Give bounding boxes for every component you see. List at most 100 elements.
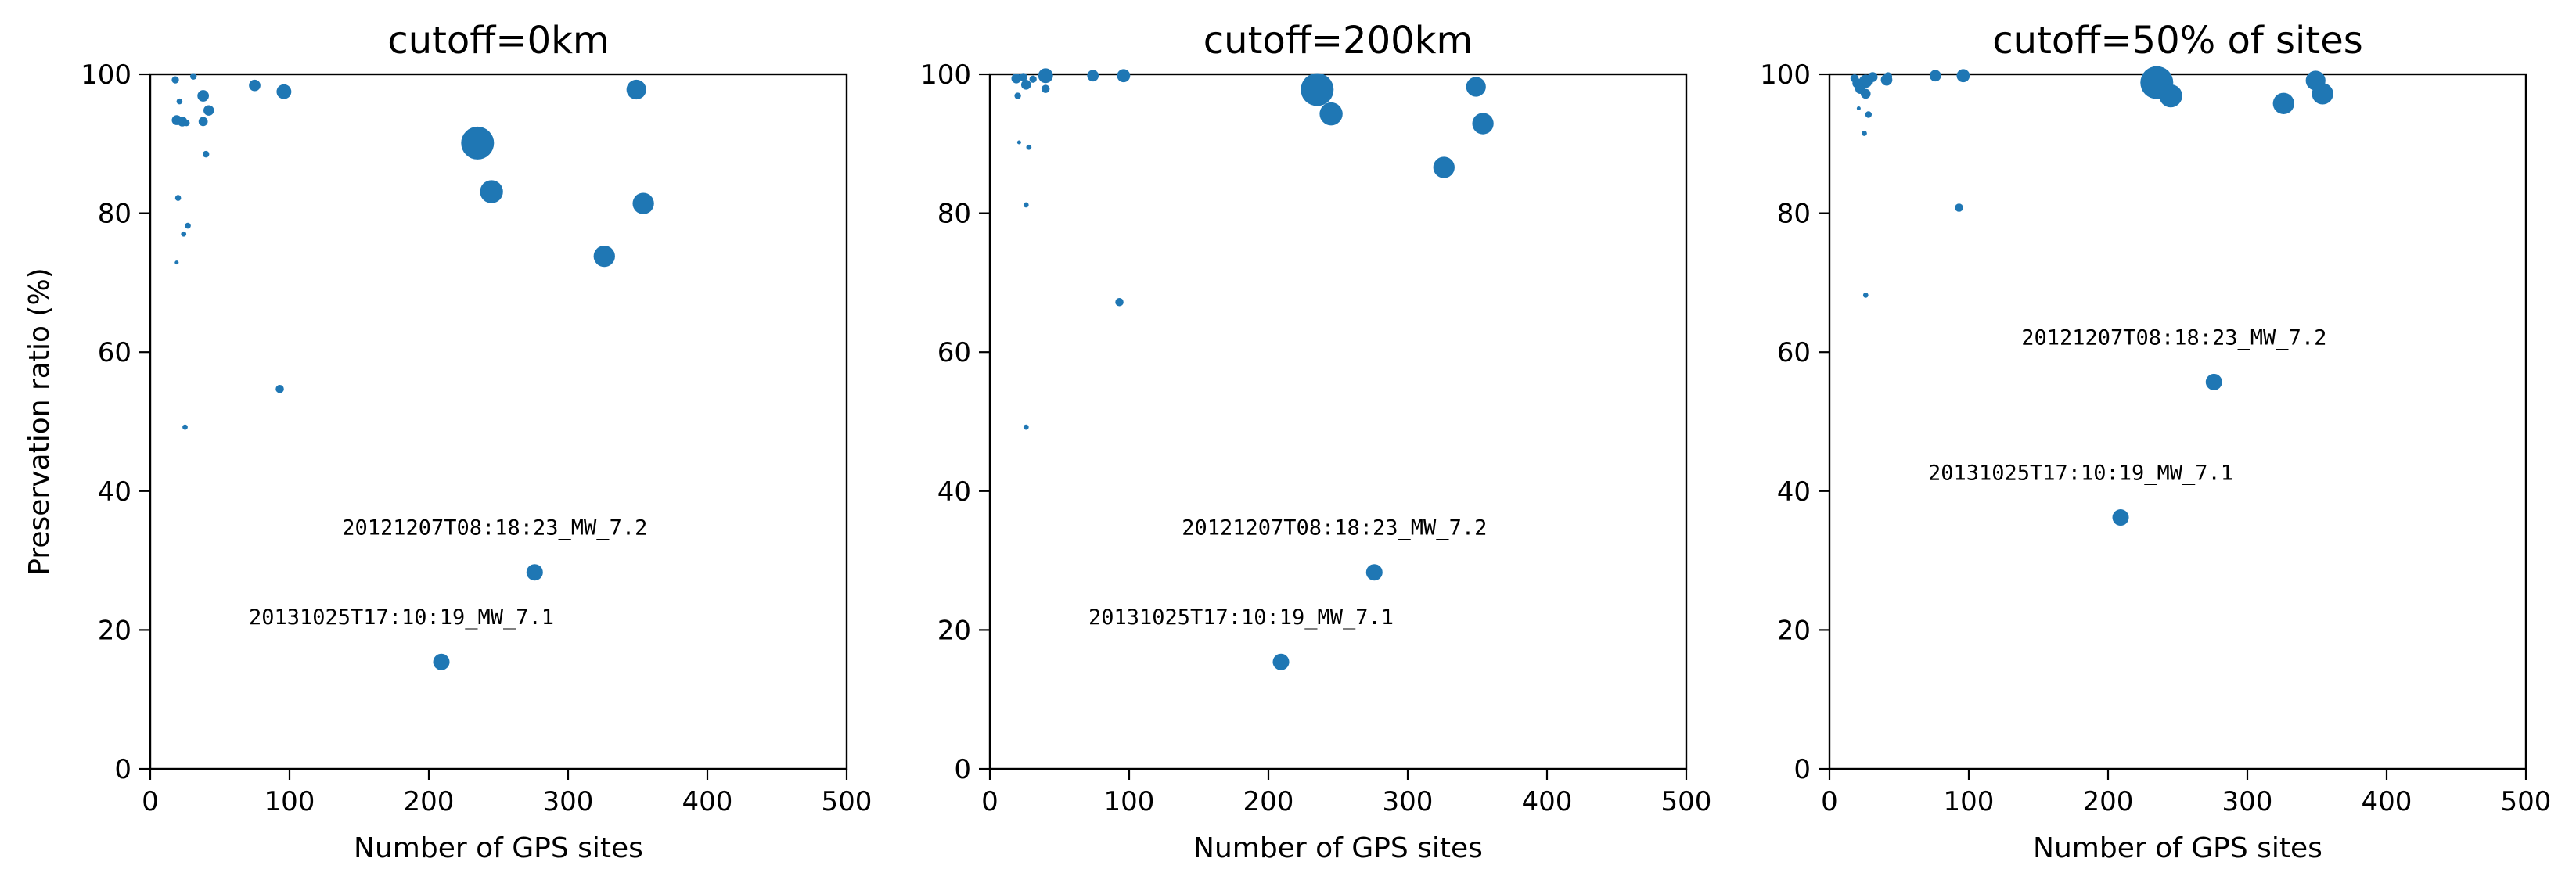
scatter-point <box>1029 75 1037 83</box>
scatter-point <box>1856 106 1861 111</box>
scatter-point <box>1038 68 1053 84</box>
scatter-point <box>1023 202 1029 208</box>
scatter-point <box>203 150 210 158</box>
scatter-point <box>461 126 495 160</box>
x-tick-label: 100 <box>264 786 315 817</box>
scatter-point <box>183 119 190 127</box>
scatter-point <box>1433 156 1455 178</box>
scatter-point <box>593 246 615 268</box>
scatter-point <box>1026 144 1032 150</box>
scatter-point <box>1466 77 1486 97</box>
x-tick-label: 0 <box>142 786 159 817</box>
scatter-point <box>1365 564 1383 581</box>
scatter-point <box>1862 131 1867 136</box>
scatter-point <box>632 192 654 214</box>
event-annotation: 20131025T17:10:19_MW_7.1 <box>1928 461 2233 486</box>
y-tick-label: 100 <box>920 59 971 91</box>
x-tick-label: 300 <box>2222 786 2273 817</box>
scatter-point <box>1862 293 1869 298</box>
panel-title: cutoff=50% of sites <box>1992 19 2362 63</box>
y-tick-label: 80 <box>98 199 131 230</box>
panel-title: cutoff=0km <box>387 19 609 63</box>
y-tick-label: 80 <box>1777 199 1811 230</box>
x-axis-label: Number of GPS sites <box>2033 832 2322 864</box>
x-tick-label: 300 <box>543 786 594 817</box>
scatter-point <box>197 90 209 102</box>
scatter-point <box>275 385 284 393</box>
scatter-point <box>2159 84 2182 108</box>
x-tick-label: 0 <box>1821 786 1838 817</box>
panel-title: cutoff=200km <box>1203 19 1473 63</box>
y-tick-label: 100 <box>1760 59 1811 91</box>
event-annotation: 20121207T08:18:23_MW_7.2 <box>342 516 647 540</box>
scatter-point <box>1016 140 1021 145</box>
scatter-point <box>2272 92 2294 114</box>
panel-cutoff-200km: cutoff=200km Number of GPS sites 0 100 200… <box>920 19 1711 864</box>
x-tick-label: 400 <box>1522 786 1573 817</box>
y-tick-label: 40 <box>937 476 971 508</box>
x-tick-label: 200 <box>404 786 455 817</box>
scatter-point <box>1955 203 1963 212</box>
scatter-point <box>1865 111 1873 118</box>
scatter-point <box>433 653 450 670</box>
scatter-point <box>526 564 543 581</box>
scatter-point <box>1019 73 1027 81</box>
y-tick-label: 0 <box>1793 754 1811 785</box>
scatter-point <box>1011 74 1022 84</box>
scatter-point <box>174 260 179 265</box>
scatter-point <box>1956 69 1970 83</box>
x-tick-label: 200 <box>1243 786 1294 817</box>
y-tick-label: 20 <box>1777 615 1811 646</box>
x-axis-label: Number of GPS sites <box>1193 832 1483 864</box>
event-annotation: 20131025T17:10:19_MW_7.1 <box>249 605 554 630</box>
y-tick-label: 0 <box>114 754 131 785</box>
x-tick-label: 500 <box>822 786 872 817</box>
x-tick-label: 200 <box>2083 786 2134 817</box>
scatter-point <box>181 231 187 237</box>
event-annotation: 20121207T08:18:23_MW_7.2 <box>1182 516 1487 540</box>
scatter-point <box>1867 72 1878 82</box>
axes-frame <box>149 73 848 770</box>
scatter-point <box>182 424 188 430</box>
scatter-point <box>1929 70 1941 82</box>
y-tick-label: 40 <box>98 476 131 508</box>
scatter-point <box>1472 113 1494 135</box>
x-tick-label: 0 <box>981 786 998 817</box>
x-tick-label: 300 <box>1383 786 1434 817</box>
scatter-point <box>1883 72 1893 81</box>
scatter-point <box>2205 373 2222 390</box>
y-tick-label: 100 <box>81 59 131 91</box>
panel-cutoff-50pct-sites: cutoff=50% of sites Number of GPS sites … <box>1760 19 2551 864</box>
y-tick-label: 0 <box>954 754 971 785</box>
y-tick-label: 20 <box>937 615 971 646</box>
scatter-point <box>1319 102 1343 126</box>
scatter-point <box>1041 84 1050 93</box>
event-annotation: 20121207T08:18:23_MW_7.2 <box>2021 325 2326 350</box>
scatter-point <box>1023 424 1029 430</box>
scatter-point <box>1301 73 1334 106</box>
axes-frame <box>1828 73 2527 770</box>
x-tick-label: 100 <box>1944 786 1995 817</box>
scatter-point <box>1117 69 1131 83</box>
scatter-point <box>1020 80 1031 90</box>
x-tick-label: 400 <box>2362 786 2412 817</box>
scatter-point <box>480 180 503 203</box>
scatter-point <box>2312 83 2333 105</box>
y-tick-label: 80 <box>937 199 971 230</box>
scatter-point <box>189 73 197 80</box>
scatter-point <box>1860 88 1871 99</box>
x-tick-label: 100 <box>1104 786 1155 817</box>
axes-frame <box>988 73 1688 770</box>
x-tick-label: 500 <box>2501 786 2552 817</box>
panel-cutoff-0km: cutoff=0km Number of GPS sites Preservat… <box>23 19 872 864</box>
event-annotation: 20131025T17:10:19_MW_7.1 <box>1088 605 1394 630</box>
y-axis-label: Preservation ratio (%) <box>23 268 56 575</box>
scatter-point <box>174 195 182 201</box>
scatter-point <box>185 222 191 229</box>
scatter-point <box>1272 653 1290 670</box>
scatter-point <box>1014 92 1021 99</box>
scatter-point <box>1087 70 1099 82</box>
scatter-point <box>1115 298 1124 307</box>
